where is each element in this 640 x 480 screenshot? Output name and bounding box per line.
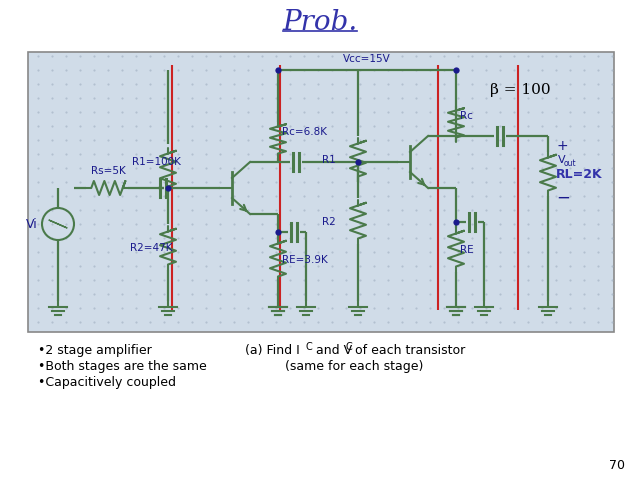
Text: R1: R1 [323, 155, 336, 165]
Text: V: V [558, 155, 566, 165]
Text: RL=2K: RL=2K [556, 168, 603, 180]
Text: Vcc=15V: Vcc=15V [343, 54, 391, 64]
Text: and V: and V [312, 344, 352, 357]
Text: +: + [556, 139, 568, 153]
Text: Rc: Rc [460, 111, 473, 121]
Text: •Capacitively coupled: •Capacitively coupled [38, 376, 176, 389]
Text: β = 100: β = 100 [490, 83, 550, 97]
Text: of each transistor: of each transistor [351, 344, 465, 357]
Text: 70: 70 [609, 459, 625, 472]
Text: •2 stage amplifier: •2 stage amplifier [38, 344, 152, 357]
Text: Rs=5K: Rs=5K [91, 166, 125, 176]
Text: Prob.: Prob. [282, 9, 358, 36]
Text: Vi: Vi [26, 217, 38, 230]
Text: Rc=6.8K: Rc=6.8K [282, 127, 327, 137]
Text: C: C [306, 343, 313, 352]
Text: C: C [345, 343, 352, 352]
Text: •Both stages are the same: •Both stages are the same [38, 360, 207, 373]
Text: R2: R2 [323, 217, 336, 227]
Text: (a) Find I: (a) Find I [245, 344, 300, 357]
Text: (same for each stage): (same for each stage) [285, 360, 424, 373]
Text: out: out [564, 159, 577, 168]
Bar [28, 52, 614, 332]
Text: R1=100K: R1=100K [132, 157, 181, 167]
Text: −: − [556, 189, 570, 207]
Text: RE: RE [460, 245, 474, 255]
Text: RE=3.9K: RE=3.9K [282, 255, 328, 265]
Text: R2=47K: R2=47K [130, 243, 173, 253]
